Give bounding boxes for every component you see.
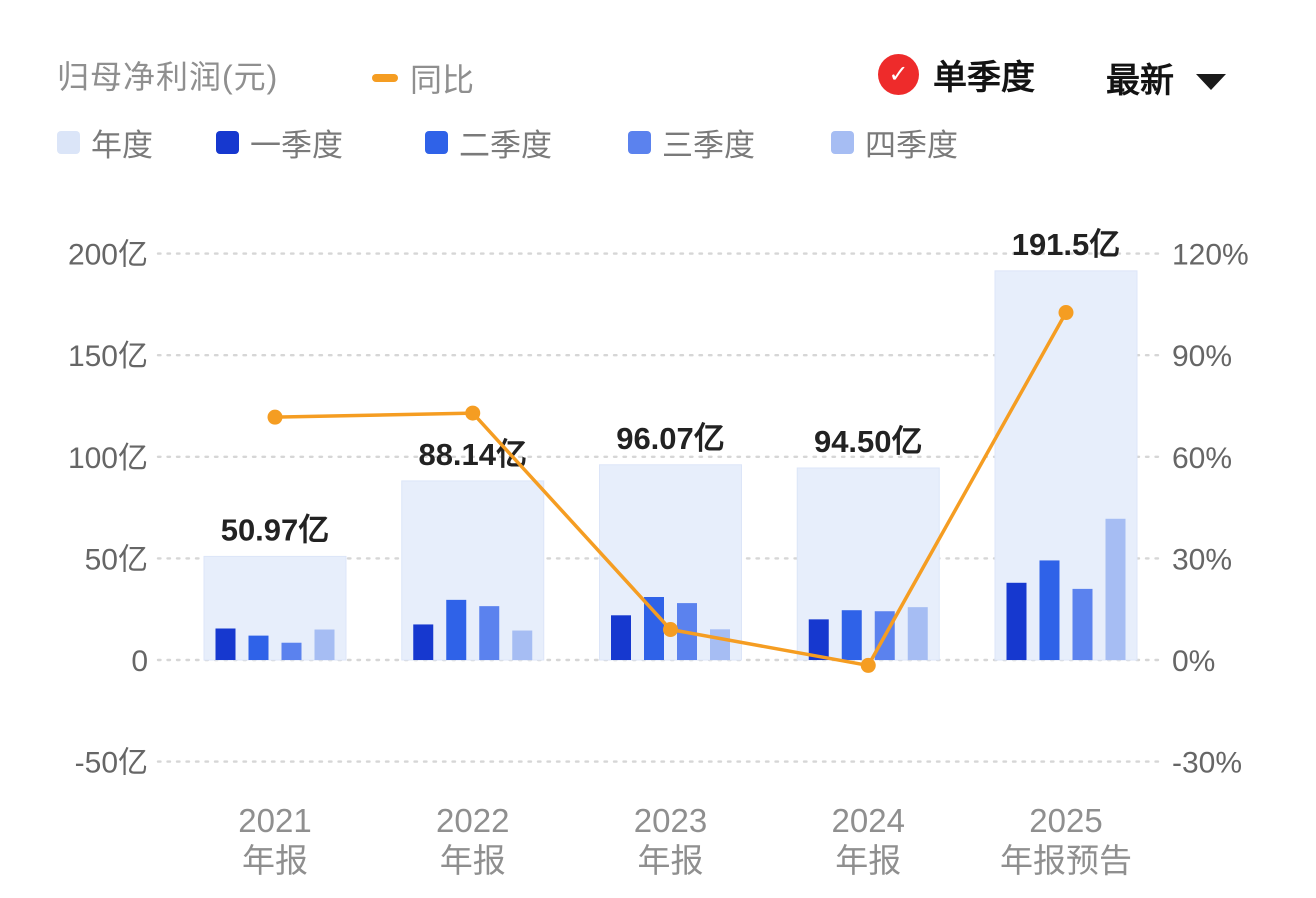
y-axis-right-tick: 0% xyxy=(1172,645,1215,678)
legend-item-q2[interactable]: 二季度 xyxy=(425,120,552,165)
yoy-legend[interactable]: 同比 xyxy=(372,55,474,101)
quarter-bar[interactable] xyxy=(611,615,631,660)
y-axis-left-tick: 50亿 xyxy=(85,543,148,576)
x-axis-label-report: 年报 xyxy=(638,842,704,879)
quarter-bar[interactable] xyxy=(479,606,500,660)
quarter-bar[interactable] xyxy=(644,597,664,660)
quarter-bar[interactable] xyxy=(1006,582,1027,660)
y-axis-left-tick: -50亿 xyxy=(75,747,148,780)
quarter-bar[interactable] xyxy=(281,642,302,660)
q3-swatch xyxy=(628,131,651,154)
legend-item-q3[interactable]: 三季度 xyxy=(628,120,755,165)
yoy-point[interactable] xyxy=(860,657,876,673)
quarter-bar[interactable] xyxy=(413,624,434,660)
yoy-point[interactable] xyxy=(1058,305,1074,321)
legend-label-q4: 四季度 xyxy=(865,128,958,163)
y-axis-right-tick: 90% xyxy=(1172,340,1232,373)
x-axis-label-year: 2021 xyxy=(238,802,311,839)
x-axis-label-report: 年报 xyxy=(835,842,901,879)
legend-label-q2: 二季度 xyxy=(459,128,552,163)
caret-down-icon xyxy=(1196,73,1226,90)
series-legend: 年度 一季度 二季度 三季度 四季度 xyxy=(0,120,1316,165)
x-axis-label-report: 年报 xyxy=(242,842,308,879)
quarter-bar[interactable] xyxy=(710,629,730,660)
q2-swatch xyxy=(425,131,448,154)
q1-swatch xyxy=(216,131,239,154)
legend-label-q1: 一季度 xyxy=(250,128,343,163)
annual-value-label: 50.97亿 xyxy=(221,512,330,547)
yoy-point[interactable] xyxy=(267,409,283,425)
annual-value-label: 191.5亿 xyxy=(1012,227,1121,262)
quarter-bar[interactable] xyxy=(1039,560,1060,660)
x-axis-label-report: 年报 xyxy=(440,842,506,879)
quarter-bar[interactable] xyxy=(446,599,467,660)
quarter-bar[interactable] xyxy=(1105,518,1126,660)
period-dropdown[interactable]: 最新 xyxy=(1106,53,1226,102)
quarter-bar[interactable] xyxy=(1072,588,1093,660)
single-quarter-toggle[interactable]: ✓ 单季度 xyxy=(878,50,1035,99)
quarter-bar[interactable] xyxy=(512,630,533,660)
yoy-point[interactable] xyxy=(663,622,678,638)
x-axis-label-year: 2024 xyxy=(832,802,905,839)
y-axis-left-tick: 200亿 xyxy=(68,239,148,272)
annual-swatch xyxy=(57,131,80,154)
check-circle-icon: ✓ xyxy=(878,54,919,95)
quarter-bar[interactable] xyxy=(314,629,335,660)
period-label: 最新 xyxy=(1106,62,1174,100)
yoy-legend-label: 同比 xyxy=(410,62,475,98)
quarter-bar[interactable] xyxy=(841,610,862,660)
y-axis-left-tick: 0 xyxy=(131,645,148,678)
y-axis-right-tick: 30% xyxy=(1172,543,1232,576)
quarter-bar[interactable] xyxy=(808,619,829,660)
y-axis-left-tick: 100亿 xyxy=(68,442,148,475)
chart-title: 归母净利润(元) xyxy=(57,59,279,95)
x-axis-label-year: 2022 xyxy=(436,802,509,839)
y-axis-left-tick: 150亿 xyxy=(68,340,148,373)
legend-item-q1[interactable]: 一季度 xyxy=(216,120,343,165)
q4-swatch xyxy=(831,131,854,154)
annual-value-label: 94.50亿 xyxy=(814,424,923,459)
y-axis-right-tick: 60% xyxy=(1172,442,1232,475)
quarter-bar[interactable] xyxy=(907,607,928,660)
yoy-line-swatch xyxy=(372,74,398,82)
yoy-point[interactable] xyxy=(465,405,481,421)
x-axis-label-report: 年报预告 xyxy=(1000,842,1132,879)
legend-item-q4[interactable]: 四季度 xyxy=(831,120,958,165)
quarter-bar[interactable] xyxy=(248,635,269,660)
single-quarter-label: 单季度 xyxy=(933,59,1035,97)
y-axis-right-tick: -30% xyxy=(1172,747,1242,780)
legend-label-q3: 三季度 xyxy=(662,128,755,163)
x-axis-label-year: 2023 xyxy=(634,802,707,839)
y-axis-right-tick: 120% xyxy=(1172,239,1249,272)
annual-value-label: 96.07亿 xyxy=(616,421,725,456)
x-axis-label-year: 2025 xyxy=(1029,802,1102,839)
quarter-bar[interactable] xyxy=(215,628,236,660)
legend-label-annual: 年度 xyxy=(91,128,153,163)
legend-item-annual[interactable]: 年度 xyxy=(57,120,153,165)
